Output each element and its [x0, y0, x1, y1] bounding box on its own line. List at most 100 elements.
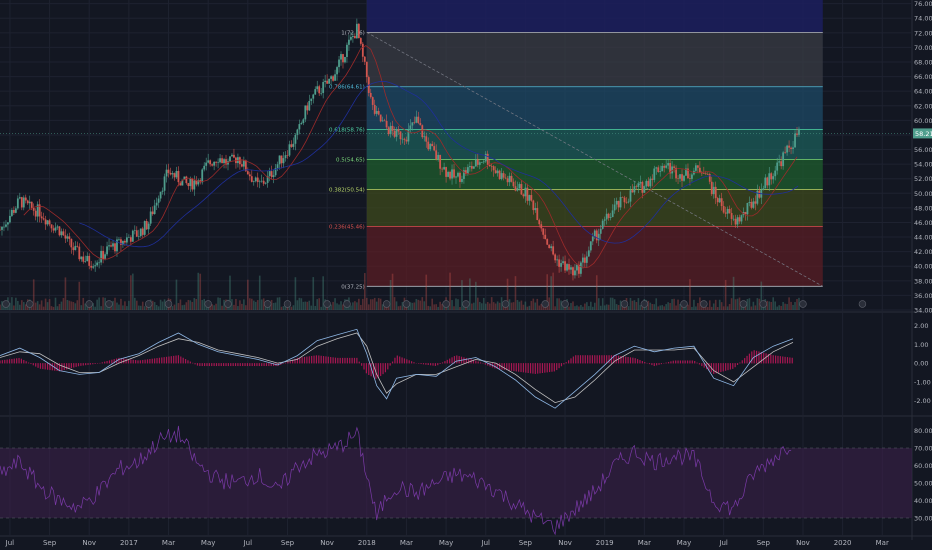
- candle-body: [54, 227, 57, 231]
- event-marker-icon[interactable]: [858, 300, 867, 308]
- event-marker-icon[interactable]: [759, 300, 768, 308]
- volume-bar: [171, 306, 174, 310]
- event-marker-icon[interactable]: [105, 300, 113, 308]
- event-marker-icon[interactable]: [382, 300, 391, 308]
- volume-bar: [792, 304, 794, 310]
- fib-level-label[interactable]: 0.618(58.76): [329, 127, 365, 133]
- event-marker-icon[interactable]: [343, 300, 351, 308]
- event-marker-icon[interactable]: [561, 300, 569, 308]
- candle-body: [227, 161, 229, 165]
- volume-bar: [136, 300, 138, 310]
- event-marker-icon[interactable]: [263, 300, 272, 308]
- macd-histogram-bar: [548, 363, 551, 373]
- event-marker-icon[interactable]: [640, 300, 649, 308]
- candle-body: [284, 155, 287, 159]
- candle-body: [157, 198, 160, 203]
- event-marker-icon[interactable]: [283, 300, 292, 308]
- candle-body: [9, 215, 11, 223]
- candle-body: [591, 236, 594, 242]
- candle-body: [399, 131, 402, 140]
- candle-body: [714, 186, 717, 199]
- candle-body: [383, 120, 386, 122]
- volume-bar: [17, 300, 19, 310]
- y-tick-label: 60.00: [914, 117, 932, 125]
- event-marker-icon[interactable]: [442, 300, 450, 308]
- candle-body: [223, 159, 225, 164]
- candle-body: [405, 139, 408, 142]
- volume-bar: [490, 297, 493, 310]
- macd-histogram-bar: [434, 363, 436, 366]
- volume-bar: [235, 298, 237, 310]
- fib-level-label[interactable]: 0(37.25): [341, 284, 365, 290]
- candle-body: [278, 155, 281, 165]
- fibonacci-retracement[interactable]: 1(72.06)0.786(64.61)0.618(58.76)0.5(54.6…: [329, 0, 823, 290]
- macd-signal-line: [0, 332, 794, 404]
- candle-body: [344, 56, 346, 63]
- price-panel[interactable]: [0, 18, 912, 310]
- candle-body: [427, 141, 430, 150]
- volume-bar: [691, 306, 693, 310]
- event-marker-icon[interactable]: [541, 300, 549, 308]
- event-marker-icon[interactable]: [799, 300, 807, 308]
- macd-histogram-bar: [496, 363, 498, 369]
- event-marker-icon[interactable]: [164, 300, 173, 308]
- candle-body: [352, 35, 354, 37]
- volume-bar: [768, 301, 771, 310]
- candle-body: [183, 176, 186, 180]
- event-marker-icon[interactable]: [402, 300, 411, 308]
- fib-level-label[interactable]: 0.5(54.65): [336, 157, 365, 163]
- event-marker-icon[interactable]: [224, 300, 232, 308]
- fib-level-label[interactable]: 0.236(45.46): [329, 224, 365, 230]
- macd-histogram-bar: [620, 356, 622, 364]
- candle-body: [494, 170, 497, 174]
- y-tick-label: 46.00: [914, 219, 932, 227]
- macd-histogram-bar: [394, 357, 396, 364]
- candle-body: [258, 181, 261, 183]
- volume-bar: [496, 301, 499, 310]
- event-marker-icon[interactable]: [26, 300, 34, 308]
- macd-histogram-bar: [130, 359, 132, 364]
- volume-bar: [407, 305, 410, 310]
- macd-histogram-bar: [39, 363, 42, 369]
- axes: Jul Sep Nov 2017 Mar May Jul Sep Nov 2018 Mar May Ju…: [5, 0, 932, 547]
- event-marker-icon[interactable]: [700, 300, 708, 308]
- candle-body: [207, 160, 210, 163]
- volume-bar: [356, 302, 358, 310]
- event-marker-icon[interactable]: [680, 300, 688, 308]
- volume-bar: [706, 306, 709, 310]
- volume-bar: [350, 305, 352, 310]
- fib-level-label[interactable]: 0.786(64.61): [329, 85, 365, 91]
- event-marker-icon[interactable]: [323, 300, 331, 308]
- event-marker-icon[interactable]: [2, 300, 10, 308]
- candle-body: [599, 228, 602, 234]
- candle-body: [153, 205, 156, 215]
- candle-body: [298, 124, 301, 130]
- event-marker-icon[interactable]: [85, 300, 93, 308]
- candle-body: [407, 129, 410, 142]
- macd-histogram-bar: [16, 358, 18, 364]
- event-marker-icon[interactable]: [204, 300, 212, 308]
- rsi-panel[interactable]: [0, 425, 912, 536]
- candle-body: [151, 211, 154, 215]
- macd-histogram-bar: [634, 358, 636, 364]
- volume-bar: [276, 297, 279, 310]
- volume-bar: [126, 306, 128, 310]
- candle-body: [252, 181, 255, 182]
- event-marker-icon[interactable]: [144, 300, 153, 308]
- volume-bar: [375, 301, 378, 310]
- candle-body: [26, 200, 29, 204]
- volume-bar: [338, 304, 340, 310]
- x-tick-label: Sep: [519, 539, 533, 547]
- macd-histogram-bar: [425, 363, 427, 365]
- candle-body: [655, 167, 658, 169]
- event-marker-icon[interactable]: [620, 300, 629, 308]
- candle-body: [68, 236, 71, 239]
- macd-histogram-bar: [786, 357, 789, 364]
- macd-histogram-bar: [249, 363, 251, 367]
- event-marker-icon[interactable]: [501, 300, 510, 308]
- event-marker-icon[interactable]: [739, 300, 748, 308]
- fib-level-label[interactable]: 0.382(50.54): [329, 187, 365, 193]
- event-marker-icon[interactable]: [462, 300, 470, 308]
- macd-panel[interactable]: [0, 328, 794, 409]
